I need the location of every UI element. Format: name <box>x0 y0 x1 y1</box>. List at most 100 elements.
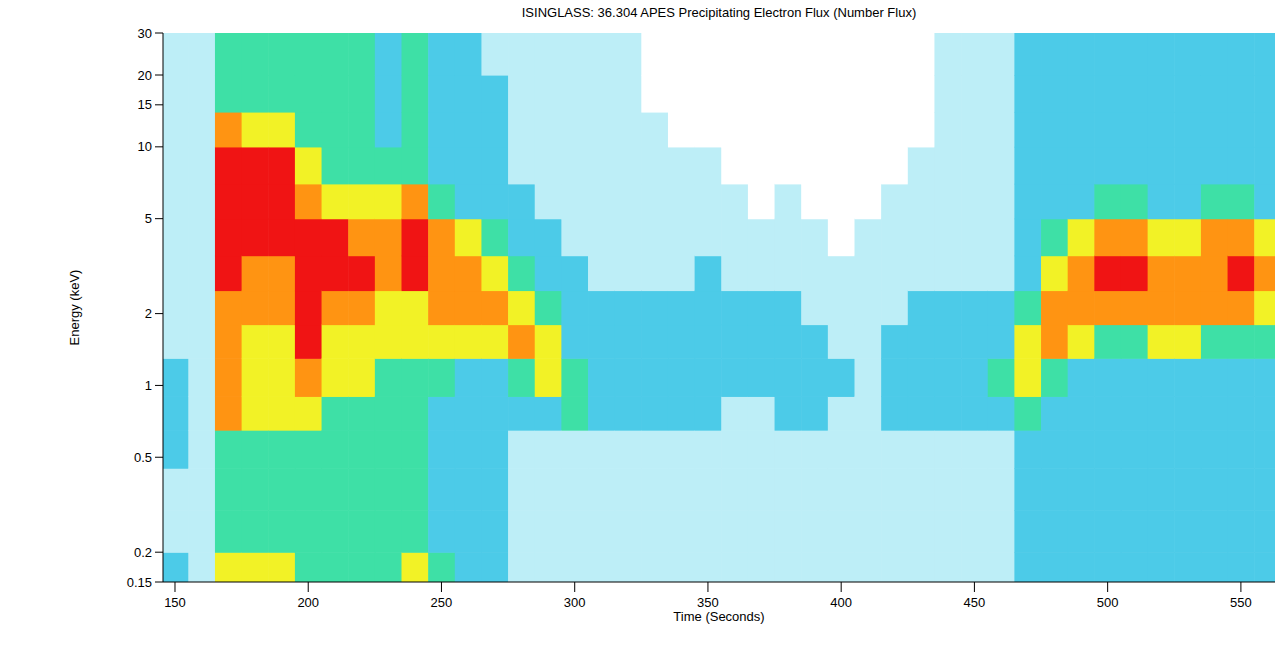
cell <box>748 430 775 469</box>
cell <box>1254 430 1275 469</box>
cell <box>881 184 908 219</box>
cell <box>508 430 535 469</box>
cell <box>215 325 242 359</box>
cell <box>961 147 988 185</box>
cell <box>163 325 189 359</box>
cell <box>881 33 908 76</box>
cell <box>1068 468 1095 511</box>
cell <box>508 147 535 185</box>
cell <box>481 510 508 553</box>
cell <box>428 358 455 397</box>
cell <box>428 552 455 582</box>
cell <box>641 147 668 185</box>
cell <box>561 430 588 469</box>
cell <box>1174 325 1201 359</box>
cell <box>855 396 882 430</box>
cell <box>348 510 375 553</box>
cell <box>481 290 508 325</box>
x-tick-label: 200 <box>297 595 319 610</box>
cell <box>1094 510 1121 553</box>
cell <box>1201 112 1228 147</box>
cell <box>881 219 908 257</box>
cell <box>455 396 482 430</box>
cell <box>1174 510 1201 553</box>
cell <box>188 510 215 553</box>
cell <box>508 510 535 553</box>
cell <box>1068 219 1095 257</box>
x-tick-label: 350 <box>697 595 719 610</box>
cell <box>1094 112 1121 147</box>
cell <box>295 112 322 147</box>
cell <box>215 75 242 113</box>
x-tick-label: 150 <box>164 595 186 610</box>
cell <box>535 396 562 430</box>
cell <box>1121 468 1148 511</box>
cell <box>695 290 722 325</box>
cell <box>1014 396 1041 430</box>
cell <box>348 256 375 291</box>
cell <box>1014 468 1041 511</box>
cell <box>295 184 322 219</box>
cell <box>242 75 269 113</box>
cell <box>163 256 189 291</box>
cell <box>908 33 935 76</box>
cell <box>1254 468 1275 511</box>
cell <box>508 33 535 76</box>
cell <box>1254 358 1275 397</box>
cell <box>1174 33 1201 76</box>
cell <box>961 75 988 113</box>
cell <box>1014 147 1041 185</box>
cell <box>988 430 1015 469</box>
cell <box>1121 396 1148 430</box>
cell <box>375 184 402 219</box>
cell <box>988 112 1015 147</box>
cell <box>721 430 748 469</box>
cell <box>775 219 802 257</box>
cell <box>1228 256 1255 291</box>
cell <box>401 33 428 76</box>
cell <box>295 147 322 185</box>
cell <box>455 75 482 113</box>
cell <box>748 75 775 113</box>
cell <box>375 396 402 430</box>
cell <box>455 552 482 582</box>
y-tick-label: 30 <box>138 26 152 41</box>
cell <box>1041 430 1068 469</box>
cell <box>934 75 961 113</box>
cell <box>695 396 722 430</box>
cell <box>481 430 508 469</box>
cell <box>1148 112 1175 147</box>
cell <box>401 325 428 359</box>
cell <box>934 147 961 185</box>
cell <box>881 112 908 147</box>
x-tick <box>441 582 442 592</box>
cell <box>695 147 722 185</box>
cell <box>1148 75 1175 113</box>
cell <box>1228 430 1255 469</box>
cell <box>775 358 802 397</box>
cell <box>615 510 642 553</box>
cell <box>934 219 961 257</box>
cell <box>801 358 828 397</box>
cell <box>908 112 935 147</box>
cell <box>163 430 189 469</box>
cell <box>588 290 615 325</box>
cell <box>748 358 775 397</box>
cell <box>1094 33 1121 76</box>
cell <box>855 552 882 582</box>
cell <box>775 396 802 430</box>
cell <box>188 396 215 430</box>
cell <box>1201 358 1228 397</box>
cell <box>668 430 695 469</box>
cell <box>588 468 615 511</box>
cell <box>1121 184 1148 219</box>
cell <box>855 112 882 147</box>
cell <box>1228 396 1255 430</box>
cell <box>721 33 748 76</box>
cell <box>988 147 1015 185</box>
cell <box>455 358 482 397</box>
cell <box>268 510 295 553</box>
x-axis-line <box>163 582 1275 583</box>
cell <box>934 468 961 511</box>
cell <box>615 256 642 291</box>
